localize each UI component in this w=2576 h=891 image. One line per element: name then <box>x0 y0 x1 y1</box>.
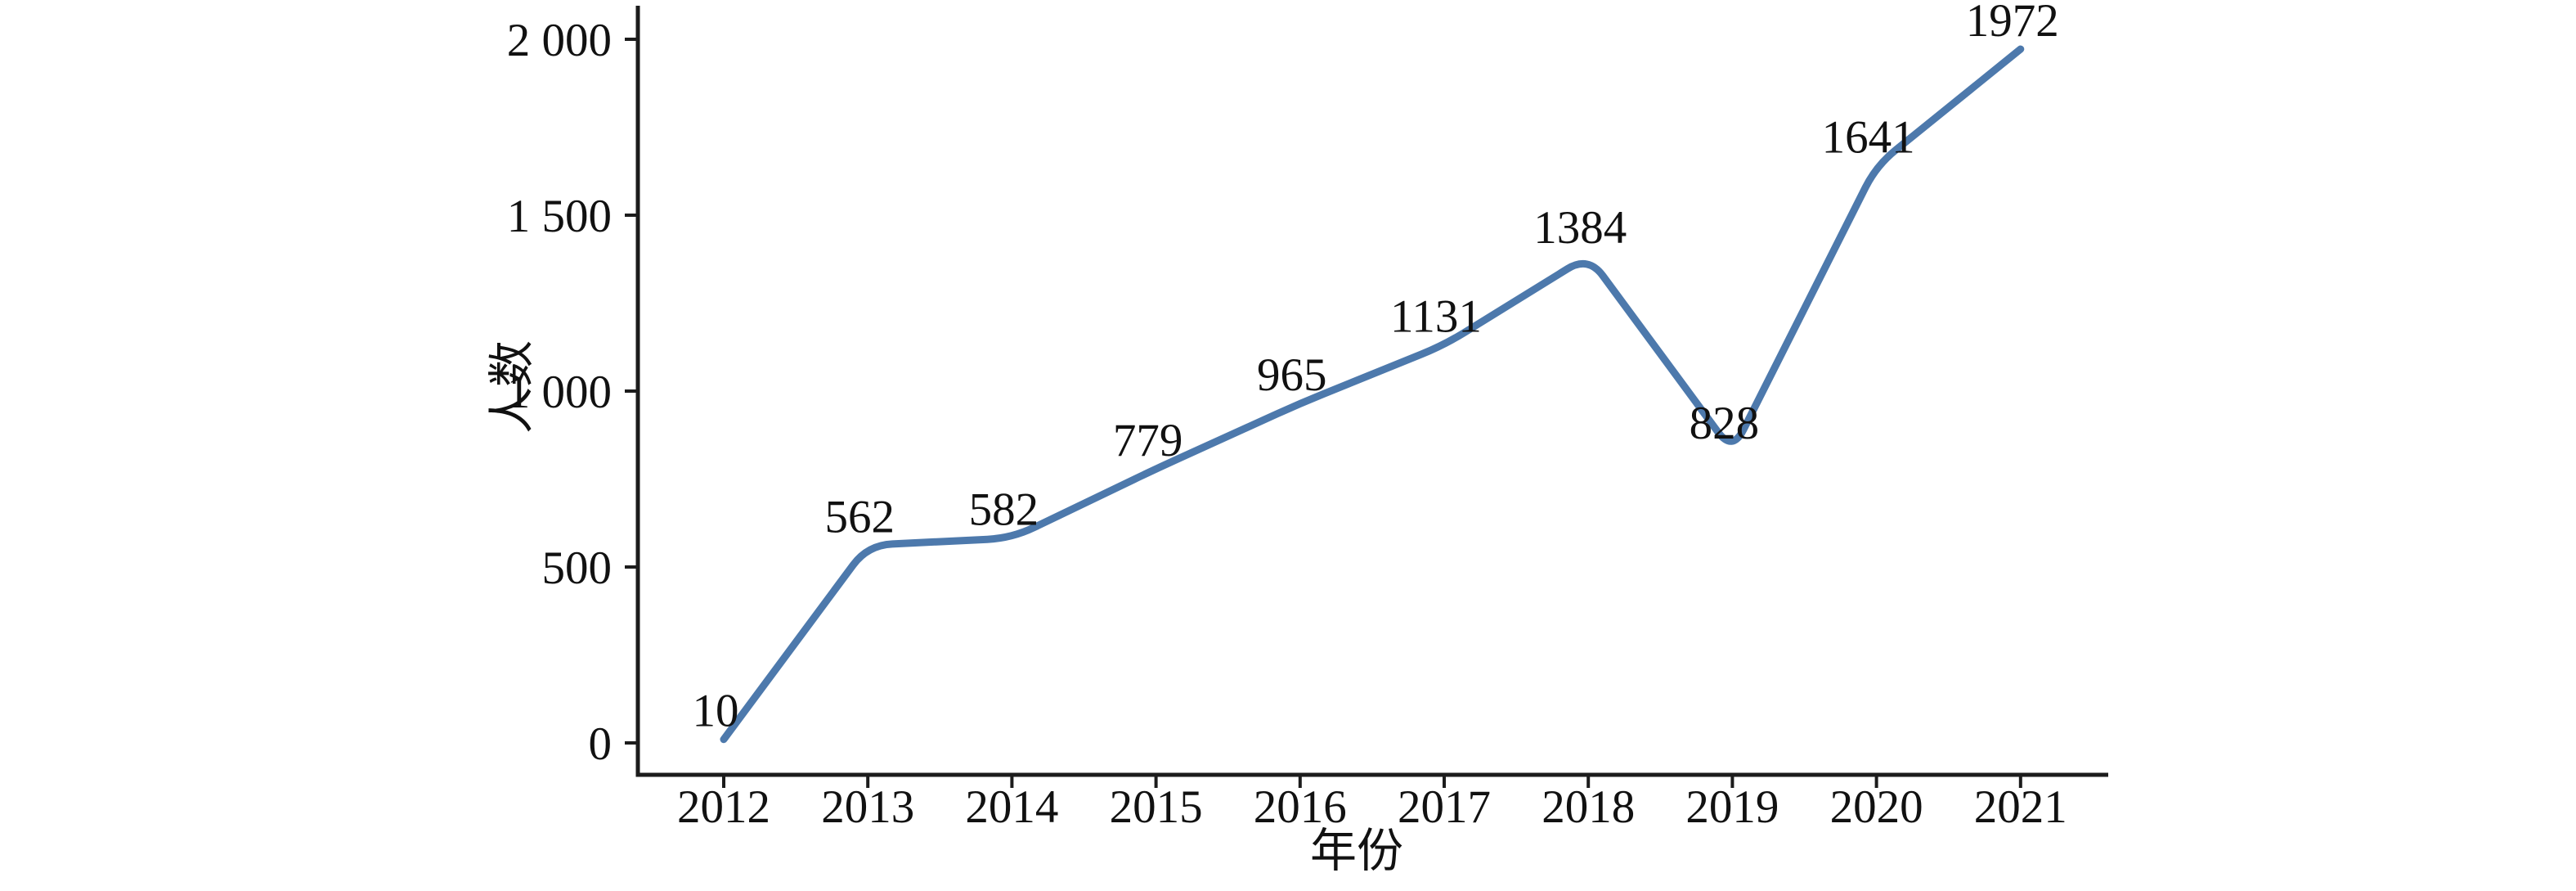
x-tick-label: 2020 <box>1830 781 1923 833</box>
y-tick-label: 2 000 <box>507 15 612 66</box>
data-point-label: 965 <box>1257 349 1327 401</box>
y-tick-label: 1 500 <box>507 191 612 242</box>
data-point-label: 582 <box>969 484 1039 536</box>
data-point-label: 1641 <box>1822 111 1915 163</box>
x-tick-label: 2014 <box>965 781 1058 833</box>
x-tick-label: 2018 <box>1542 781 1635 833</box>
y-tick-label: 0 <box>589 718 613 770</box>
x-tick-label: 2013 <box>821 781 914 833</box>
data-point-label: 828 <box>1690 398 1760 449</box>
axes-spines <box>635 6 2108 777</box>
x-axis-title: 年份 <box>1310 826 1403 877</box>
x-tick-label: 2016 <box>1254 781 1347 833</box>
y-tick-label: 500 <box>542 542 613 594</box>
x-tick-label: 2021 <box>1974 781 2067 833</box>
y-axis-title: 人数 <box>487 340 538 434</box>
data-point-label: 1972 <box>1966 0 2059 47</box>
y-tick-label: 1 000 <box>507 367 612 418</box>
x-tick-label: 2015 <box>1110 781 1203 833</box>
x-tick-label: 2012 <box>677 781 770 833</box>
x-tick-label: 2019 <box>1685 781 1779 833</box>
data-point-label: 1384 <box>1533 202 1627 254</box>
data-line <box>720 45 2025 744</box>
x-tick-label: 2017 <box>1398 781 1491 833</box>
data-point-label: 10 <box>693 686 739 737</box>
data-point-label: 779 <box>1113 415 1183 466</box>
data-point-label: 562 <box>824 491 895 542</box>
data-point-label: 1131 <box>1390 291 1482 343</box>
